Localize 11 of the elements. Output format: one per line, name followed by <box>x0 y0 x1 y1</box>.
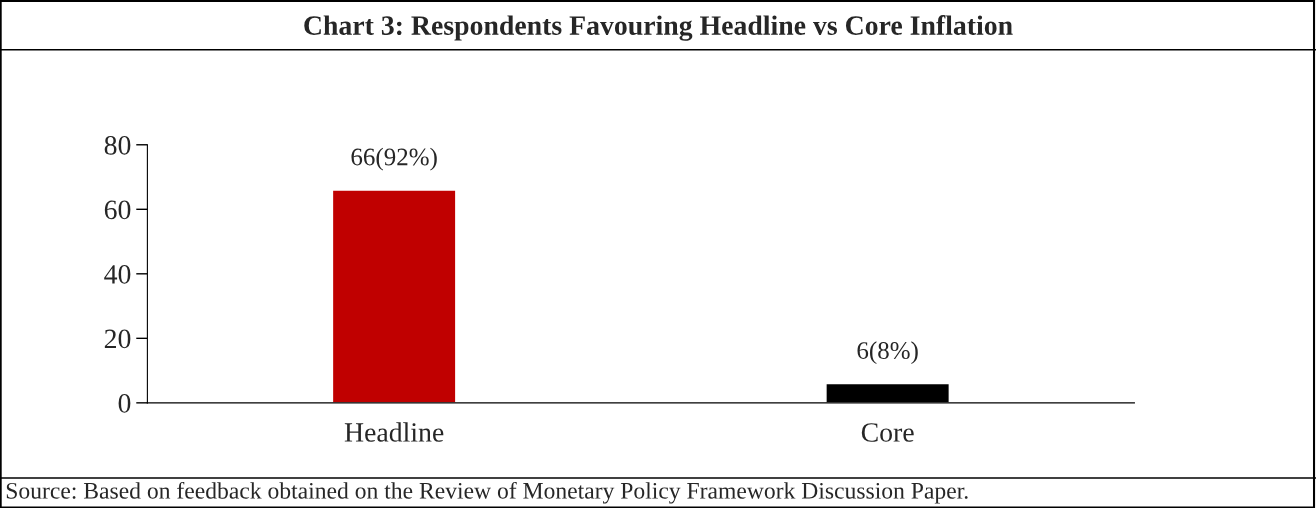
y-tick-label: 60 <box>104 200 131 220</box>
y-tick-label: 40 <box>104 264 131 284</box>
y-tick-label: 20 <box>104 329 131 349</box>
data-label: 6(8%) <box>857 341 918 365</box>
x-tick-label: Core <box>861 423 914 442</box>
y-tick-label: 0 <box>118 394 131 413</box>
chart-title: Chart 3: Respondents Favouring Headline vs Core Inflation <box>304 15 1013 41</box>
source-note: Source: Based on feedback obtained on the Review of Monetary Policy Framework Discussion Paper. <box>6 481 968 504</box>
x-tick-label: Headline <box>344 422 444 442</box>
data-label: 66(92%) <box>351 147 437 171</box>
y-tick-label: 80 <box>104 135 131 155</box>
